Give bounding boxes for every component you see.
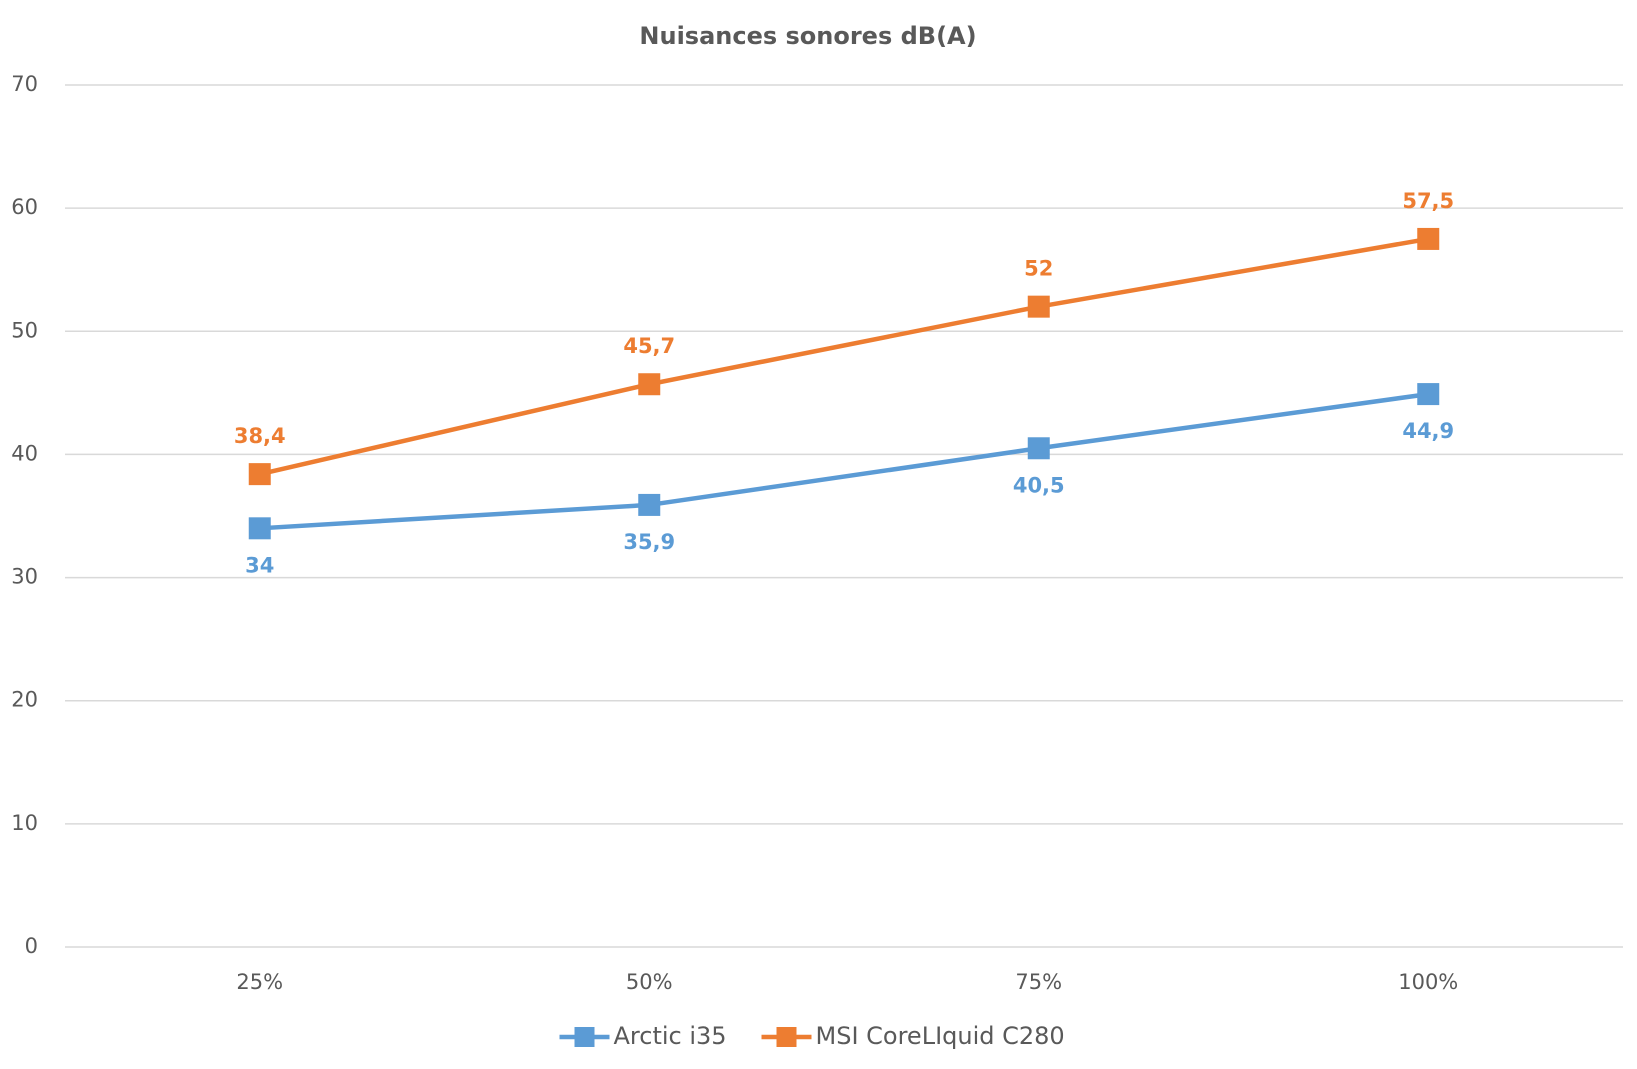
legend-marker	[776, 1027, 797, 1047]
y-tick-label: 20	[11, 688, 38, 712]
chart-title: Nuisances sonores dB(A)	[639, 22, 976, 50]
data-label: 45,7	[623, 334, 675, 358]
marker	[1417, 383, 1440, 406]
marker	[638, 493, 661, 516]
marker	[1027, 295, 1050, 318]
y-tick-label: 40	[11, 441, 38, 465]
data-label: 38,4	[234, 424, 286, 448]
y-tick-label: 70	[11, 72, 38, 96]
data-label: 57,5	[1402, 189, 1454, 213]
marker	[638, 373, 661, 396]
marker	[248, 463, 271, 486]
legend-label: Arctic i35	[614, 1022, 727, 1050]
y-tick-label: 60	[11, 195, 38, 219]
x-tick-label: 50%	[626, 970, 673, 994]
x-tick-label: 75%	[1015, 970, 1062, 994]
data-label: 44,9	[1402, 419, 1454, 443]
legend: Arctic i35 MSI CoreLIquid C280	[559, 1022, 1065, 1050]
y-tick-label: 10	[11, 811, 38, 835]
data-label: 34	[245, 553, 274, 577]
legend-label: MSI CoreLIquid C280	[816, 1022, 1065, 1050]
x-tick-label: 100%	[1398, 970, 1458, 994]
y-tick-label: 50	[11, 318, 38, 342]
data-label: 40,5	[1013, 473, 1065, 497]
marker	[1027, 437, 1050, 460]
series-line	[259, 391, 1429, 531]
marker	[1417, 227, 1440, 250]
y-tick-label: 30	[11, 565, 38, 589]
legend-marker	[574, 1027, 595, 1047]
marker	[248, 517, 271, 540]
y-tick-label: 0	[25, 934, 38, 958]
series-line	[259, 236, 1429, 477]
x-tick-label: 25%	[236, 970, 283, 994]
data-label: 35,9	[623, 530, 675, 554]
data-label: 52	[1024, 257, 1053, 281]
